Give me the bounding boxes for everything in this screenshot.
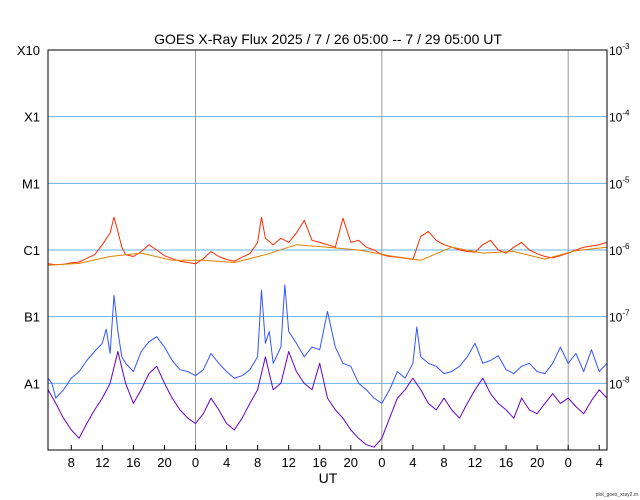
x-tick-label: 8 [440, 455, 447, 470]
y-tick-label-right: 10-5 [609, 175, 630, 191]
x-tick-label: 16 [499, 455, 513, 470]
day-boundary-lines [195, 50, 569, 450]
plot-frame [47, 49, 608, 451]
x-tick-label: 0 [565, 455, 572, 470]
x-tick-label: 0 [192, 455, 199, 470]
right-axis-flux-labels: 10-8 10-7 10-6 10-5 10-4 10-3 [609, 42, 630, 391]
x-tick-label: 20 [157, 455, 171, 470]
x-tick-label: 8 [254, 455, 261, 470]
y-tick-label-right: 10-6 [609, 242, 630, 258]
y-tick-label-left: C1 [23, 243, 40, 258]
x-tick-label: 20 [530, 455, 544, 470]
x-tick-label: 8 [68, 455, 75, 470]
y-tick-label-left: B1 [24, 310, 40, 325]
series-lines [47, 216, 608, 448]
series-line-short-primary [47, 284, 608, 404]
x-tick-label: 4 [409, 455, 416, 470]
y-tick-label-left: X10 [17, 43, 40, 58]
x-axis-hour-labels: 8 12 16 20 0 4 8 12 16 20 0 4 8 12 16 20 0 4 [68, 445, 603, 470]
y-tick-label-right: 10-3 [609, 42, 630, 58]
y-tick-label-right: 10-8 [609, 375, 630, 391]
chart-title: GOES X-Ray Flux 2025 / 7 / 26 05:00 -- 7… [154, 31, 502, 47]
x-tick-label: 20 [344, 455, 358, 470]
y-tick-label-right: 10-7 [609, 309, 630, 325]
y-tick-label-left: M1 [22, 176, 40, 191]
x-tick-label: 0 [378, 455, 385, 470]
x-tick-label: 4 [596, 455, 603, 470]
x-axis-title: UT [319, 470, 338, 486]
series-line-long-primary [47, 216, 608, 266]
series-line-long-secondary [47, 244, 608, 266]
x-tick-label: 12 [468, 455, 482, 470]
x-tick-label: 12 [95, 455, 109, 470]
y-tick-label-left: A1 [24, 376, 40, 391]
left-axis-class-labels: A1 B1 C1 M1 X1 X10 [17, 43, 40, 391]
x-tick-label: 4 [223, 455, 230, 470]
x-tick-label: 16 [126, 455, 140, 470]
series-line-short-secondary [47, 351, 608, 448]
grid-lines [48, 116, 607, 384]
x-tick-label: 16 [313, 455, 327, 470]
y-tick-label-right: 10-4 [609, 109, 630, 125]
x-tick-label: 12 [281, 455, 295, 470]
y-tick-label-left: X1 [24, 110, 40, 125]
plot-credit: plot_goes_xray2.m [596, 492, 638, 498]
